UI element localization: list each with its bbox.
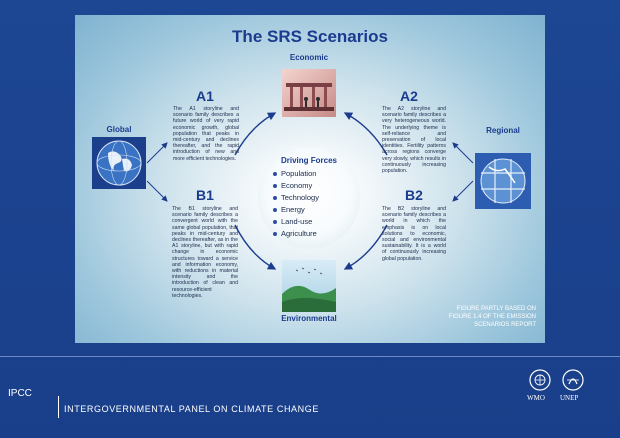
axis-label-global: Global <box>106 125 132 134</box>
arrow-regional-up <box>452 142 474 164</box>
wmo-label: WMO <box>527 394 545 402</box>
scenario-b2-text: The B2 storyline and scenario family des… <box>382 206 446 262</box>
driving-forces-title: Driving Forces <box>280 156 337 165</box>
bullet-icon <box>273 196 277 201</box>
arrows <box>146 112 474 270</box>
diagram-title: The SRS Scenarios <box>232 27 388 46</box>
economic-image <box>282 69 336 117</box>
environmental-image <box>282 260 336 312</box>
footer-bar <box>58 396 59 418</box>
scenario-b1-heading: B1 <box>196 187 214 203</box>
scenario-a1-text: The A1 storyline and scenario family des… <box>173 106 239 162</box>
bullet-icon <box>273 220 277 225</box>
arrow-global-down <box>146 180 168 202</box>
globe-icon <box>92 137 146 189</box>
scenario-b2-heading: B2 <box>405 187 423 203</box>
bullet-icon <box>273 232 277 237</box>
unep-logo-icon <box>562 369 584 391</box>
axis-label-regional: Regional <box>486 126 520 135</box>
axis-label-environmental: Environmental <box>281 314 337 323</box>
scenario-a2-text: The A2 storyline and scenario family des… <box>382 106 446 175</box>
bullet-icon <box>273 184 277 189</box>
arrow-regional-to-economic <box>343 112 388 156</box>
scenario-b1-text: The B1 storyline and scenario family des… <box>172 206 238 299</box>
driving-force-item: Technology <box>273 193 319 202</box>
bullet-icon <box>273 172 277 177</box>
axis-label-economic: Economic <box>289 53 329 62</box>
regional-globe-icon <box>475 153 531 209</box>
driving-force-item: Population <box>273 169 316 178</box>
arrow-global-up <box>146 142 168 164</box>
unep-label: UNEP <box>560 394 579 402</box>
arrow-regional-to-environmental <box>343 224 388 270</box>
footer-ipcc-short: IPCC <box>8 388 32 399</box>
bullet-icon <box>273 208 277 213</box>
figure-source-note: FIGURE PARTLY BASED ON FIGURE 1.4 OF THE… <box>448 306 536 328</box>
wmo-logo-icon <box>529 369 551 391</box>
driving-forces-circle: Driving Forces Population Economy Techno… <box>258 147 360 249</box>
scenario-a2-heading: A2 <box>400 88 418 104</box>
arrow-regional-down <box>452 180 474 202</box>
diagram-panel: The SRS Scenarios Economic Environmental <box>75 15 545 343</box>
driving-force-item: Agriculture <box>273 229 317 238</box>
driving-force-item: Economy <box>273 181 312 190</box>
scenario-a1-heading: A1 <box>196 88 214 104</box>
driving-force-item: Energy <box>273 205 305 214</box>
arrow-global-to-economic <box>234 112 277 156</box>
footer-divider <box>0 356 620 357</box>
driving-force-item: Land-use <box>273 217 312 226</box>
footer-ipcc-long: INTERGOVERNMENTAL PANEL ON CLIMATE CHANG… <box>64 404 319 414</box>
arrow-global-to-environmental <box>234 224 277 270</box>
